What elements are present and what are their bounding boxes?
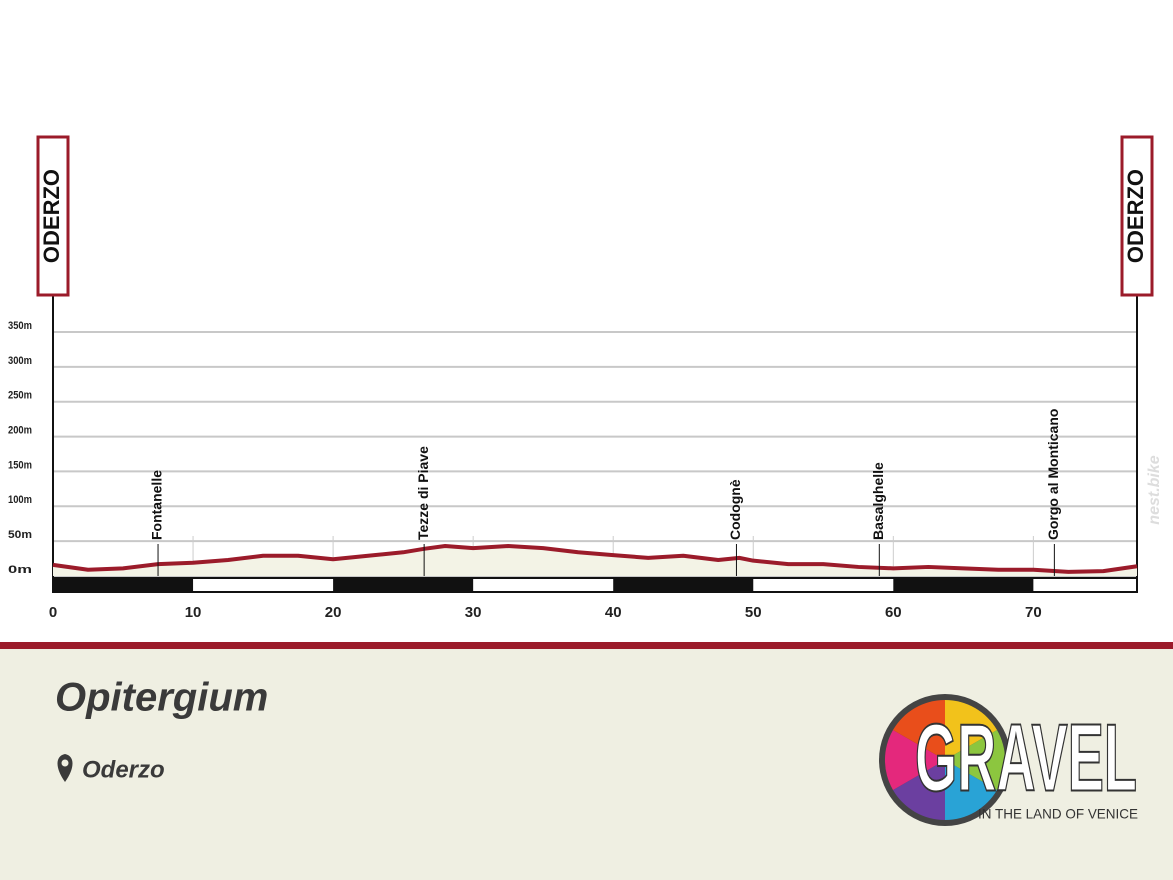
distance-band-segment [333,578,474,592]
footer-location: Oderzo [82,756,165,783]
place-label: Tezze di Piave [415,446,431,540]
post-label: ODERZO [39,169,64,263]
place-label: Gorgo al Monticano [1045,409,1061,540]
footer-rule [0,642,1173,649]
y-tick-label: 200m [8,424,32,436]
logo-segment [945,730,1006,790]
place-label: Fontanelle [149,470,165,540]
logo-segment [884,730,945,790]
pin-icon [57,754,73,782]
y-tick-label: 250m [8,390,32,402]
pin-hole [61,759,69,767]
x-tick-label: 40 [605,604,622,621]
footer-title: Opitergium [55,676,268,720]
x-tick-label: 0 [49,604,57,621]
y-tick-label: 0m [8,564,32,576]
chart: 0m 50m 100m 150m 200m 250m 300m 350m 0 10 20 30 40 50… [8,135,1154,621]
y-tick-label: 100m [8,494,32,506]
elevation-line [52,544,1138,574]
distance-band-segment [613,578,754,592]
place-label: Codognè [727,479,743,540]
x-tick-label: 60 [885,604,902,621]
logo-segment [893,700,945,760]
x-tick-label: 70 [1025,604,1042,621]
y-tick-label: 150m [8,459,32,471]
y-tick-label: 300m [8,355,32,367]
x-tick-label: 10 [185,604,202,621]
y-tick-label: 350m [8,320,32,332]
post-label: ODERZO [1123,169,1148,263]
logo: GRAVEL IN THE LAND OF VENICE [879,694,1138,826]
x-tick-label: 30 [465,604,482,621]
x-tick-label: 50 [745,604,762,621]
logo-segment [893,760,945,820]
post-box [36,135,70,297]
logo-tagline: IN THE LAND OF VENICE [978,806,1138,822]
x-tick-label: 20 [325,604,342,621]
distance-band-segment [53,578,194,592]
post-box [1120,135,1154,297]
distance-band-segment [893,578,1034,592]
place-label: Basalghelle [870,462,886,540]
logo-segment [945,700,997,760]
logo-word: GRAVEL [915,704,1137,811]
y-tick-label: 50m [8,529,32,541]
watermark: nest.bike [1146,455,1163,524]
logo-segment [945,760,997,820]
